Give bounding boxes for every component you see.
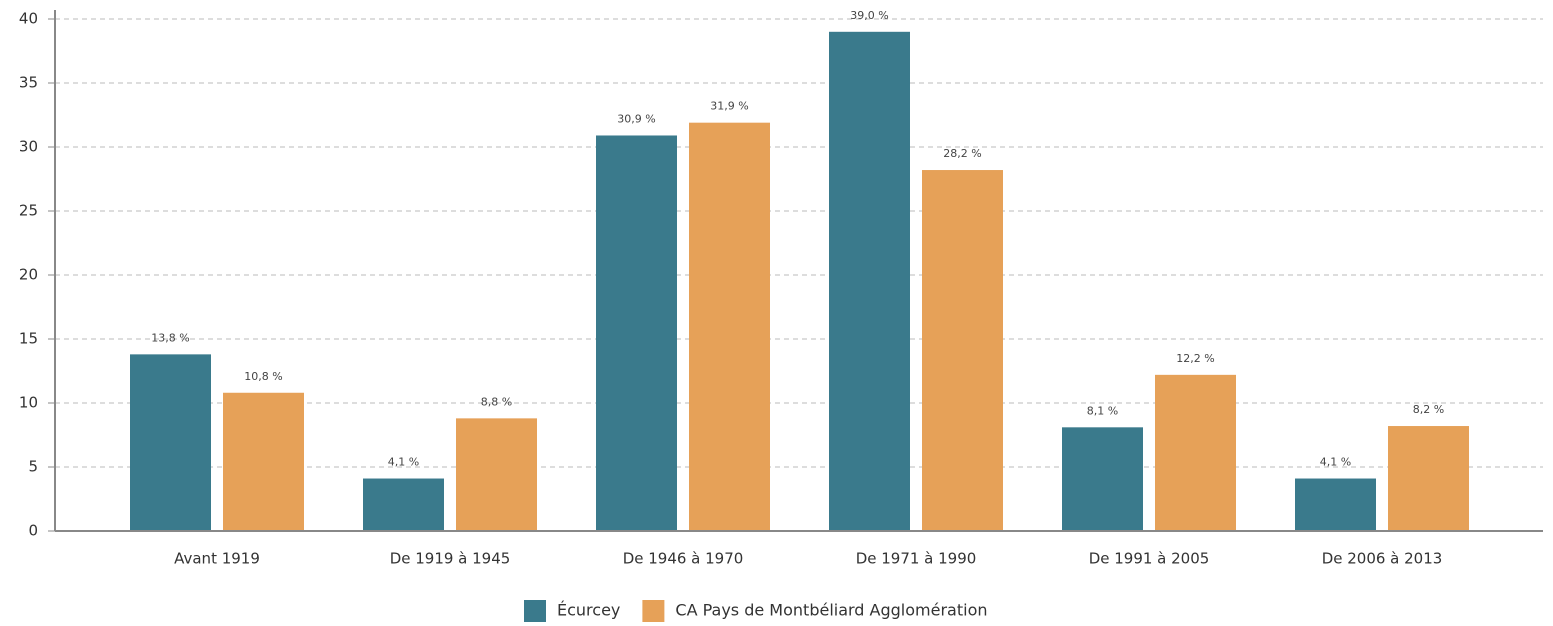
bar — [689, 122, 770, 532]
x-tick-label: De 1991 à 2005 — [1089, 550, 1210, 568]
value-label: 30,9 % — [617, 112, 655, 125]
y-tick-label: 0 — [28, 522, 38, 540]
bar — [363, 478, 444, 531]
legend-swatch — [642, 600, 665, 622]
value-label: 8,1 % — [1087, 404, 1118, 417]
x-tick-label: Avant 1919 — [174, 550, 260, 568]
value-label: 13,8 % — [151, 331, 189, 344]
y-tick-label: 5 — [28, 458, 38, 476]
value-label: 10,8 % — [244, 370, 282, 383]
legend-swatch — [524, 600, 546, 622]
y-tick-label: 25 — [19, 202, 38, 220]
bar — [1295, 478, 1376, 531]
y-tick-label: 30 — [19, 138, 38, 156]
x-tick-label: De 1946 à 1970 — [623, 550, 744, 568]
value-label: 4,1 % — [388, 456, 419, 469]
bar — [596, 135, 677, 532]
bar — [1155, 374, 1236, 531]
value-label: 12,2 % — [1176, 352, 1214, 365]
x-tick-label: De 1919 à 1945 — [390, 550, 511, 568]
y-tick-label: 40 — [19, 10, 38, 28]
legend-label: CA Pays de Montbéliard Agglomération — [675, 601, 987, 620]
bar — [1062, 427, 1143, 531]
y-tick-label: 35 — [19, 74, 38, 92]
legend-label: Écurcey — [557, 601, 620, 620]
bar — [1388, 426, 1469, 531]
bar — [456, 418, 537, 531]
bar — [829, 31, 910, 532]
y-tick-label: 20 — [19, 266, 38, 284]
value-label: 4,1 % — [1320, 456, 1351, 469]
x-tick-label: De 2006 à 2013 — [1322, 550, 1443, 568]
value-label: 31,9 % — [710, 100, 748, 113]
value-label: 39,0 % — [850, 9, 888, 22]
bar — [223, 392, 304, 531]
value-label: 8,8 % — [481, 395, 512, 408]
y-tick-label: 10 — [19, 394, 38, 412]
y-tick-label: 15 — [19, 330, 38, 348]
bar — [922, 170, 1003, 532]
x-tick-label: De 1971 à 1990 — [856, 550, 977, 568]
bar — [130, 354, 211, 531]
value-label: 28,2 % — [943, 147, 981, 160]
value-label: 8,2 % — [1413, 403, 1444, 416]
